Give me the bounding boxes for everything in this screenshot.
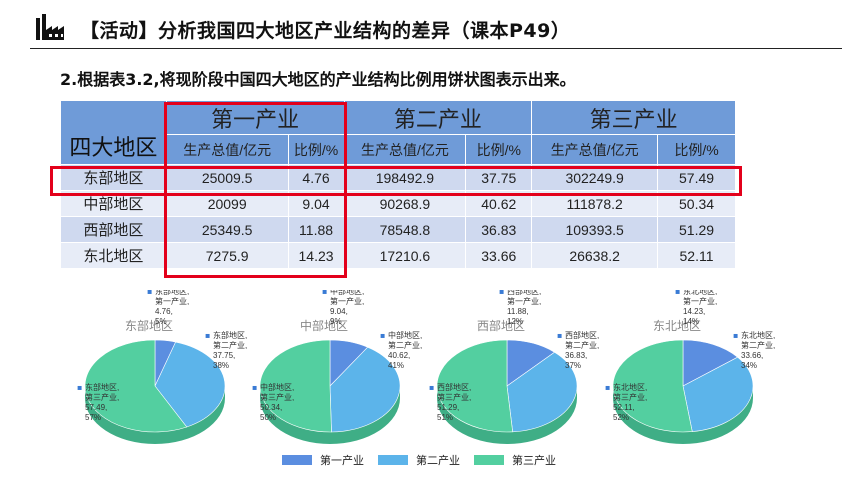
table-cell: 51.29 [657, 216, 736, 243]
table-row: 西部地区 25349.5 11.88 78548.8 36.83 109393.… [60, 216, 736, 243]
column-header: 生产总值/亿元 [343, 134, 467, 165]
bullet-icon: ▪ [675, 290, 680, 296]
pie-slice [259, 339, 332, 433]
bullet-icon: ▪ [499, 290, 504, 296]
pie-side [260, 386, 400, 444]
legend-item-secondary: 第二产业 [378, 452, 460, 468]
bullet-icon: ▪ [147, 290, 152, 296]
table-cell: 14.23 [287, 242, 345, 269]
table-cell: 西部地区 [60, 216, 167, 243]
pie-data-label: 东部地区,第三产业, 57.49, 57% [85, 382, 119, 422]
column-header: 生产总值/亿元 [531, 134, 659, 165]
pie-side [85, 386, 225, 444]
pie-title: 东部地区 [125, 318, 173, 333]
pie-data-label: 西部地区,第二产业, 36.83, 37% [565, 330, 599, 370]
highlight-box-east-row [50, 166, 742, 196]
legend-item-primary: 第一产业 [282, 452, 364, 468]
pie-side [437, 386, 577, 444]
factory-icon [36, 14, 64, 40]
pie-data-label: 中部地区,第三产业, 50.34, 50% [260, 382, 294, 422]
legend-label: 第三产业 [512, 455, 556, 467]
table-header-sub: 生产总值/亿元 比例/% 生产总值/亿元 比例/% 生产总值/亿元 比例/% [61, 134, 736, 165]
column-header: 比例/% [287, 134, 345, 165]
pie-title: 东北地区 [653, 319, 701, 333]
table-cell: 109393.5 [531, 216, 659, 243]
bullet-icon: ▪ [429, 383, 434, 392]
pie-slice [154, 341, 226, 428]
column-header: 比例/% [465, 134, 533, 165]
pie-slice [682, 356, 754, 432]
table-cell: 东北地区 [60, 242, 167, 269]
pie-side [613, 386, 753, 444]
pie-slice [329, 346, 401, 433]
table-cell: 36.83 [465, 216, 533, 243]
highlight-box-primary-column [164, 102, 347, 278]
pie-data-label: 中部地区,第二产业, 40.62, 41% [388, 330, 422, 370]
legend-swatch [282, 455, 312, 465]
bullet-icon: ▪ [77, 383, 82, 392]
pie-data-label: 西部地区,第三产业, 51.29, 51% [437, 382, 471, 422]
pie-data-label: 东北地区,第一产业, 14.23, 14% [683, 290, 717, 326]
legend-item-tertiary: 第三产业 [474, 452, 556, 468]
pie-data-label: 西部地区,第一产业, 11.88, 12% [507, 290, 541, 326]
bullet-icon: ▪ [380, 331, 385, 340]
legend-label: 第一产业 [320, 455, 364, 467]
group-header: 第二产业 [343, 100, 533, 135]
pie-data-label: 东部地区,第二产业, 37.75, 38% [213, 330, 247, 370]
bullet-icon: ▪ [322, 290, 327, 296]
bullet-icon: ▪ [205, 331, 210, 340]
table-cell: 78548.8 [343, 216, 467, 243]
pie-slice [436, 339, 514, 433]
bullet-icon: ▪ [557, 331, 562, 340]
region-header: 四大地区 [60, 100, 167, 165]
table-cell: 7275.9 [165, 242, 289, 269]
pie-slice [506, 351, 578, 433]
bullet-icon: ▪ [733, 331, 738, 340]
header: 【活动】分析我国四大地区产业结构的差异（课本P49） [0, 0, 860, 50]
pie-data-label: 东北地区,第二产业, 33.66, 34% [741, 330, 775, 370]
pie-slice [84, 339, 188, 433]
page-title: 【活动】分析我国四大地区产业结构的差异（课本P49） [80, 20, 571, 42]
table-row: 东北地区 7275.9 14.23 17210.6 33.66 26638.2 … [60, 242, 736, 269]
table-cell: 11.88 [287, 216, 345, 243]
bullet-icon: ▪ [605, 383, 610, 392]
pie-title: 中部地区 [300, 318, 348, 333]
table-cell: 33.66 [465, 242, 533, 269]
group-header: 第三产业 [531, 100, 736, 135]
pie-data-label: 中部地区,第一产业, 9.04, 9% [330, 290, 364, 326]
legend-label: 第二产业 [416, 455, 460, 467]
legend-swatch [474, 455, 504, 465]
column-header: 生产总值/亿元 [165, 134, 289, 165]
bullet-icon: ▪ [252, 383, 257, 392]
pie-title: 西部地区 [477, 318, 525, 333]
pie-slice [682, 339, 739, 387]
table-cell: 52.11 [657, 242, 736, 269]
legend-swatch [378, 455, 408, 465]
table-cell: 26638.2 [531, 242, 659, 269]
pie-slice [612, 339, 693, 433]
table-cell: 17210.6 [343, 242, 467, 269]
task-instruction: 2.根据表3.2,将现阶段中国四大地区的产业结构比例用饼状图表示出来。 [60, 70, 576, 89]
pie-data-label: 东北地区,第三产业, 52.11, 52% [613, 382, 647, 422]
header-divider [30, 48, 842, 49]
pie-data-label: 东部地区,第一产业, 4.76, 5% [155, 290, 189, 326]
table-header-groups: 四大地区 第一产业 第二产业 第三产业 [60, 100, 736, 165]
column-header: 比例/% [657, 134, 736, 165]
